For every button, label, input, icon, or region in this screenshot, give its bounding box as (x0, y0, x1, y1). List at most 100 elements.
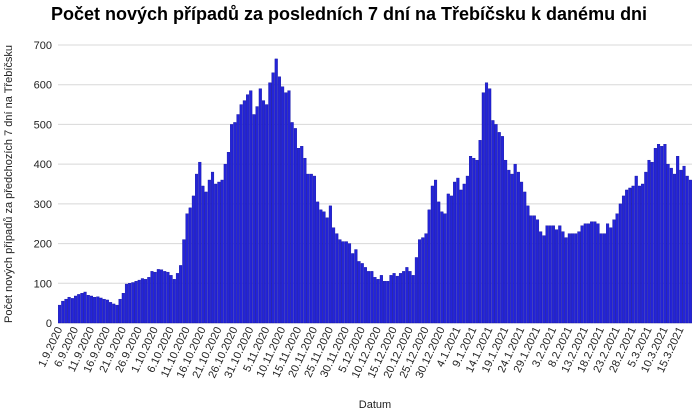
y-tick-label: 300 (34, 199, 52, 211)
bar (574, 233, 578, 324)
bar (322, 211, 326, 324)
bar (367, 271, 371, 324)
bar (676, 155, 680, 324)
bar (641, 183, 645, 324)
bar (449, 195, 454, 324)
bar (271, 72, 275, 324)
bar (77, 294, 81, 324)
bar (144, 279, 148, 324)
bar (430, 185, 434, 324)
bar (296, 148, 301, 324)
bar (644, 171, 648, 324)
bar (217, 181, 221, 324)
bar (481, 92, 485, 324)
bar (561, 231, 565, 324)
bar (83, 291, 87, 324)
bar (580, 225, 584, 324)
y-tick-label: 200 (34, 239, 52, 251)
bar (389, 275, 393, 324)
bar (303, 157, 307, 324)
bar (408, 271, 412, 324)
bar (287, 90, 291, 324)
bar (660, 146, 664, 324)
bar (185, 213, 189, 324)
bar (456, 177, 460, 324)
y-tick-label: 700 (34, 40, 52, 52)
bar (500, 136, 504, 324)
y-tick-label: 500 (34, 119, 52, 131)
bar (532, 215, 536, 324)
bar (657, 144, 661, 324)
bar (682, 165, 686, 324)
x-axis-label: Datum (359, 399, 391, 411)
bar (440, 211, 444, 324)
bar (290, 122, 294, 324)
bar (590, 221, 594, 324)
bar (230, 124, 234, 324)
bar (535, 219, 540, 324)
bar (137, 279, 141, 324)
bar (548, 225, 552, 324)
bar (169, 275, 173, 324)
bar (172, 279, 176, 324)
y-tick-label: 400 (34, 159, 52, 171)
bar (383, 281, 387, 324)
bar (328, 205, 332, 324)
bar (115, 304, 119, 324)
bar (414, 257, 418, 324)
bar (685, 175, 689, 324)
bar (650, 161, 654, 324)
bar (281, 86, 285, 324)
bar (424, 233, 428, 324)
bar (392, 273, 396, 324)
bar (223, 163, 227, 324)
bar (398, 273, 403, 324)
bar (312, 175, 317, 324)
bar (80, 293, 84, 324)
bar (191, 195, 195, 324)
bar (198, 161, 202, 324)
bar (239, 104, 243, 324)
bar (150, 271, 154, 324)
bar (274, 58, 278, 324)
bar (265, 104, 269, 324)
bar (653, 148, 657, 324)
bar (488, 88, 492, 324)
bar (242, 100, 246, 324)
bar (338, 239, 342, 324)
bar (118, 298, 122, 324)
bar (153, 271, 157, 324)
bar (513, 163, 517, 324)
bar (523, 191, 527, 324)
bar (207, 179, 211, 324)
bar (618, 203, 622, 324)
bar (462, 183, 466, 324)
bar (411, 275, 415, 324)
bar (284, 92, 288, 324)
bar (516, 171, 520, 324)
bar (163, 271, 167, 324)
bar (586, 223, 590, 324)
bar (255, 106, 259, 324)
bar (102, 298, 106, 324)
bar (666, 163, 670, 324)
bar (195, 173, 199, 324)
bar (376, 279, 380, 324)
bar (526, 205, 530, 324)
bar (316, 201, 320, 324)
bar (663, 144, 667, 324)
bar (599, 233, 603, 324)
bar (89, 295, 93, 324)
bar (570, 233, 575, 324)
bar (204, 191, 208, 324)
bar (443, 213, 447, 324)
chart-title: Počet nových případů za posledních 7 dní… (51, 4, 647, 24)
bar (351, 253, 355, 324)
bar (577, 231, 581, 324)
bar (465, 175, 469, 324)
bar (469, 155, 473, 324)
bar (564, 237, 568, 324)
bar (529, 215, 533, 324)
bar (128, 283, 132, 324)
bar (182, 239, 186, 324)
